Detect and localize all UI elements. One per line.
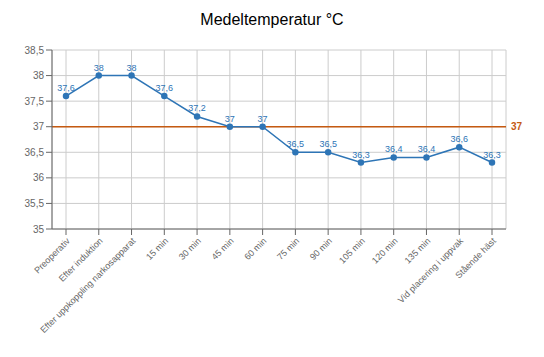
svg-text:35,5: 35,5 <box>25 198 45 209</box>
svg-text:Efter uppkoppling narkosappara: Efter uppkoppling narkosapparat <box>38 236 137 335</box>
html-text:Medeltemperatur °C: Medeltemperatur °C <box>200 11 344 28</box>
svg-text:105 min: 105 min <box>337 236 367 266</box>
svg-text:36,5: 36,5 <box>287 139 305 149</box>
svg-text:30 min: 30 min <box>177 236 203 262</box>
svg-text:135 min: 135 min <box>403 236 433 266</box>
svg-text:38: 38 <box>127 63 137 73</box>
svg-text:37,2: 37,2 <box>188 103 206 113</box>
svg-text:37: 37 <box>225 114 235 124</box>
svg-text:Vid placering i uppvak: Vid placering i uppvak <box>395 235 466 306</box>
svg-text:37,6: 37,6 <box>156 83 174 93</box>
svg-text:36: 36 <box>33 172 45 183</box>
svg-text:37,6: 37,6 <box>57 83 75 93</box>
svg-text:37: 37 <box>33 121 45 132</box>
svg-text:38: 38 <box>94 63 104 73</box>
svg-text:35: 35 <box>33 224 45 235</box>
svg-text:120 min: 120 min <box>370 236 400 266</box>
svg-text:36,4: 36,4 <box>385 144 403 154</box>
svg-text:Preoperativ: Preoperativ <box>32 235 72 276</box>
svg-text:36,3: 36,3 <box>483 150 501 160</box>
svg-text:36,3: 36,3 <box>352 150 370 160</box>
svg-text:37: 37 <box>511 121 523 132</box>
svg-text:38,5: 38,5 <box>25 45 45 56</box>
svg-text:90 min: 90 min <box>308 236 334 262</box>
svg-text:Efter induktion: Efter induktion <box>56 235 105 284</box>
svg-text:36,5: 36,5 <box>319 139 337 149</box>
svg-text:75 min: 75 min <box>275 236 301 262</box>
svg-text:36,6: 36,6 <box>450 134 468 144</box>
svg-text:36,4: 36,4 <box>418 144 436 154</box>
svg-text:15 min: 15 min <box>144 236 170 262</box>
svg-text:Stående häst: Stående häst <box>453 236 498 281</box>
svg-text:60 min: 60 min <box>242 236 268 262</box>
svg-text:36,5: 36,5 <box>25 147 45 158</box>
svg-text:37,5: 37,5 <box>25 96 45 107</box>
svg-text:38: 38 <box>33 70 45 81</box>
svg-text:37: 37 <box>258 114 268 124</box>
svg-text:45 min: 45 min <box>210 236 236 262</box>
